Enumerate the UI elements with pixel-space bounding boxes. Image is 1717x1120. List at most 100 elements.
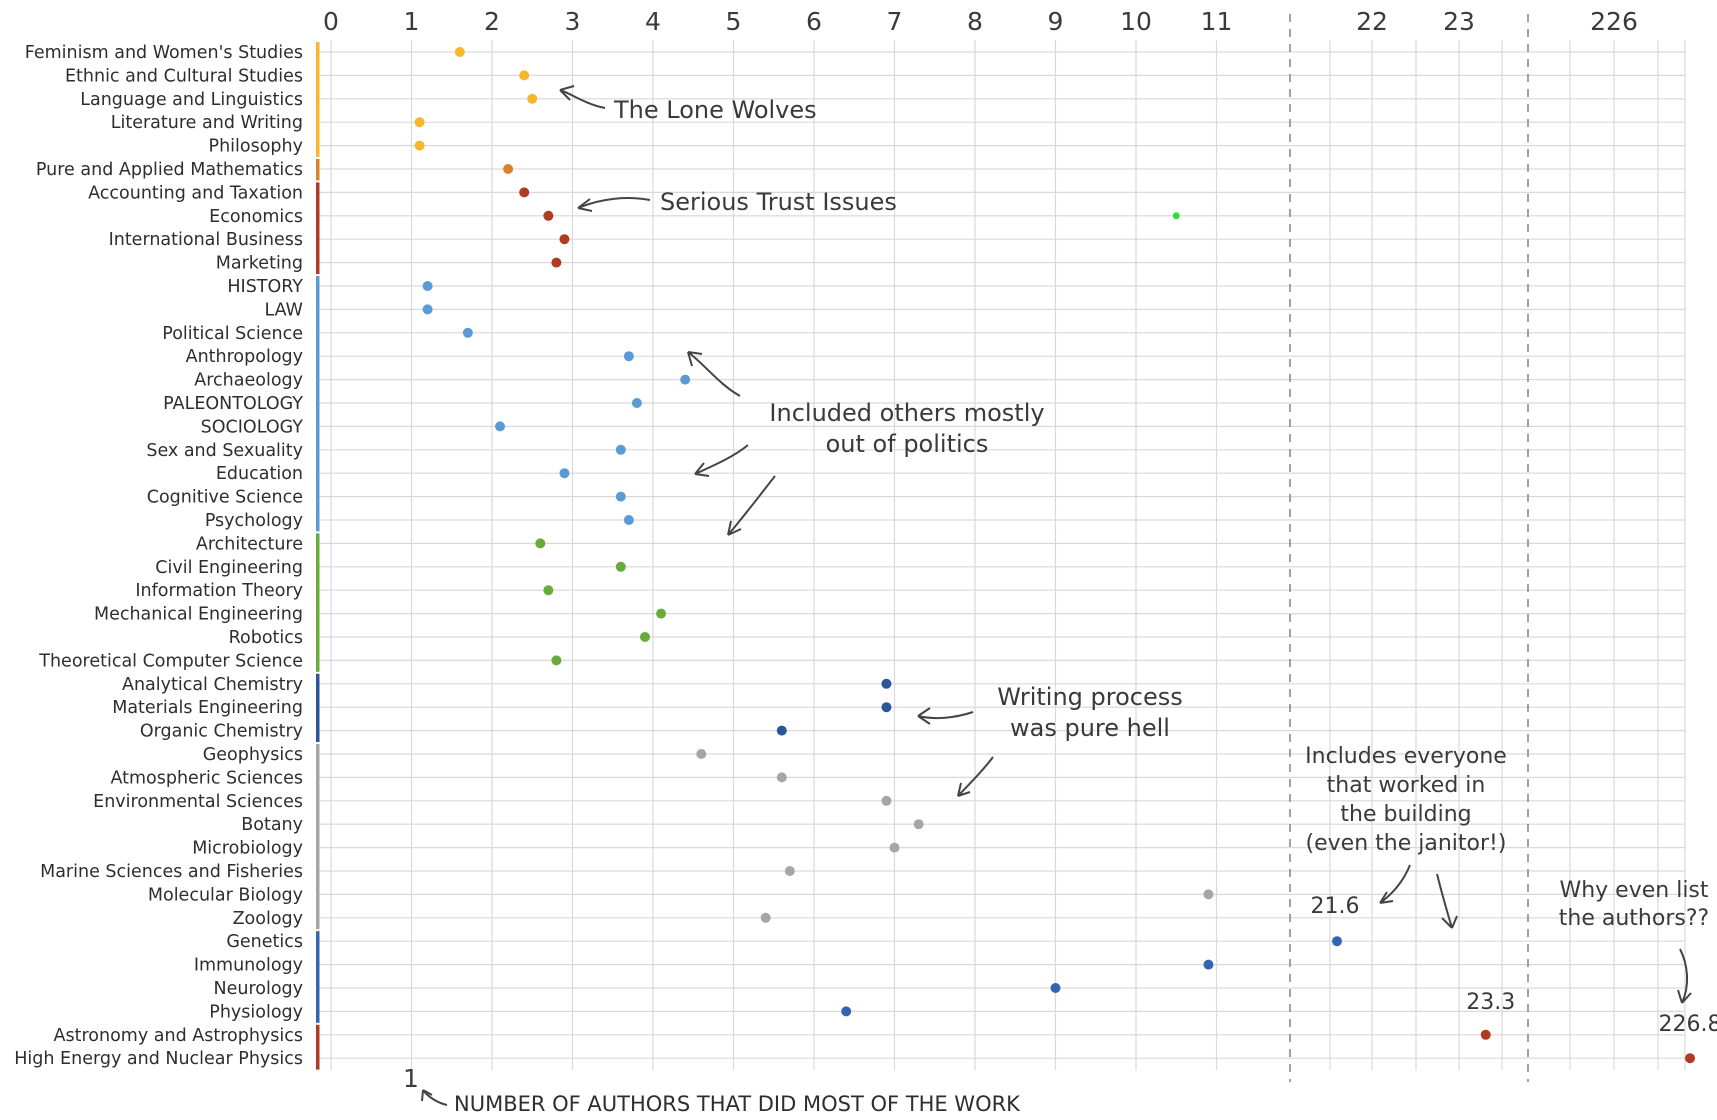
value-label-genetics: 21.6 <box>1311 894 1360 919</box>
annotations: The Lone Wolves Serious Trust Issues Inclu… <box>421 85 1709 1106</box>
category-label-sociology: SOCIOLOGY <box>201 417 304 437</box>
annotation-arrow-1 <box>559 85 606 109</box>
annotation-arrow-6 <box>917 707 974 725</box>
point-robotics <box>639 632 650 642</box>
category-label-archaeology: Archaeology <box>194 371 303 391</box>
category-label-cognitive-science: Cognitive Science <box>147 488 303 508</box>
point-theoretical-computer-science <box>551 655 562 666</box>
category-label-theoretical-computer-science: Theoretical Computer Science <box>38 651 303 671</box>
category-label-high-energy-and-nuclear-physics: High Energy and Nuclear Physics <box>14 1049 303 1069</box>
x-tick-label: 8 <box>967 7 983 36</box>
point-literature-and-writing <box>414 117 425 128</box>
category-label-neurology: Neurology <box>214 979 304 999</box>
category-label-international-business: International Business <box>109 230 303 250</box>
point-economics <box>543 210 554 221</box>
category-label-architecture: Architecture <box>196 534 303 554</box>
category-label-robotics: Robotics <box>229 628 303 648</box>
point-cognitive-science <box>615 491 626 502</box>
point-international-business <box>559 234 570 245</box>
category-label-astronomy-and-astrophysics: Astronomy and Astrophysics <box>54 1026 303 1046</box>
category-label-psychology: Psychology <box>205 511 303 531</box>
annotation-1-line-1: The Lone Wolves <box>613 96 817 124</box>
annotation-3-line-2: out of politics <box>826 430 989 458</box>
category-label-pure-and-applied-mathematics: Pure and Applied Mathematics <box>36 160 303 180</box>
x-tick-label: 23 <box>1443 7 1475 36</box>
group-bar-humanities <box>316 42 320 157</box>
point-genetics <box>1332 936 1342 947</box>
annotation-arrow-3 <box>687 351 741 397</box>
category-label-civil-engineering: Civil Engineering <box>155 558 303 578</box>
category-label-philosophy: Philosophy <box>209 137 303 157</box>
annotation-arrow-5 <box>727 475 776 536</box>
x-axis-label-group: 1 NUMBER OF AUTHORS THAT DID MOST OF THE … <box>403 1064 1021 1116</box>
x-tick-label: 9 <box>1048 7 1064 36</box>
point-accounting-and-taxation <box>519 187 530 198</box>
category-label-literature-and-writing: Literature and Writing <box>111 113 303 133</box>
annotation-6-line-1: Why even list <box>1559 878 1708 903</box>
category-label-environmental-sciences: Environmental Sciences <box>93 792 303 812</box>
group-bar-business <box>316 182 320 274</box>
point-mechanical-engineering <box>656 608 667 619</box>
x-tick-label: 2 <box>484 7 500 36</box>
category-label-language-and-linguistics: Language and Linguistics <box>80 90 303 110</box>
category-label-feminism-and-women-s-studies: Feminism and Women's Studies <box>25 43 303 63</box>
x-tick-label: 226 <box>1590 7 1638 36</box>
group-bars <box>316 42 320 1070</box>
x-tick-label: 4 <box>645 7 661 36</box>
x-tick-label: 22 <box>1356 7 1388 36</box>
point-education <box>559 468 570 479</box>
category-label-ethnic-and-cultural-studies: Ethnic and Cultural Studies <box>65 66 303 86</box>
category-label-law: LAW <box>265 300 303 320</box>
annotation-arrow-8 <box>1379 864 1411 904</box>
annotation-5-line-2: that worked in <box>1327 773 1486 798</box>
annotation-arrow-7 <box>957 756 994 797</box>
category-label-sex-and-sexuality: Sex and Sexuality <box>146 441 303 461</box>
point-architecture <box>535 538 546 549</box>
group-bar-math <box>316 159 320 181</box>
x-tick-label: 11 <box>1201 7 1233 36</box>
point-ethnic-and-cultural-studies <box>519 70 530 81</box>
category-label-marketing: Marketing <box>216 254 303 274</box>
point-history <box>422 281 433 291</box>
category-label-organic-chemistry: Organic Chemistry <box>140 722 303 742</box>
category-label-microbiology: Microbiology <box>192 839 303 859</box>
point-environmental-sciences <box>881 795 892 806</box>
group-bar-engineering <box>316 533 320 672</box>
x-tick-label: 5 <box>726 7 742 36</box>
category-label-materials-engineering: Materials Engineering <box>112 698 303 718</box>
point-psychology <box>623 515 634 525</box>
point-marine-sciences-and-fisheries <box>784 866 795 876</box>
category-label-genetics: Genetics <box>226 932 303 952</box>
x-ticks: 0 1 2 3 4 5 6 7 8 9 10 11 22 23 226 <box>323 7 1638 36</box>
annotation-5-line-1: Includes everyone <box>1305 744 1507 769</box>
point-feminism-and-women-s-studies <box>454 47 465 57</box>
grid <box>318 14 1686 1082</box>
category-label-geophysics: Geophysics <box>203 745 303 765</box>
category-label-information-theory: Information Theory <box>135 581 303 601</box>
point-organic-chemistry <box>776 725 787 736</box>
point-paleontology <box>631 398 642 408</box>
category-label-marine-sciences-and-fisheries: Marine Sciences and Fisheries <box>40 862 303 882</box>
group-bar-chemistry <box>316 673 320 742</box>
annotation-5-line-3: the building <box>1340 802 1471 827</box>
category-label-mechanical-engineering: Mechanical Engineering <box>94 605 303 625</box>
category-label-anthropology: Anthropology <box>186 347 303 367</box>
annotation-4-line-1: Writing process <box>997 683 1183 711</box>
point-immunology <box>1203 959 1214 970</box>
point-astronomy-and-astrophysics <box>1480 1029 1491 1040</box>
category-label-immunology: Immunology <box>194 956 303 976</box>
x-tick-label: 7 <box>887 7 903 36</box>
point-law <box>422 304 433 315</box>
point-zoology <box>760 912 771 923</box>
x-tick-label: 3 <box>565 7 581 36</box>
value-labels: 21.6 23.3 226.8 <box>1311 894 1717 1037</box>
point-marketing <box>551 257 562 268</box>
point-high-energy-and-nuclear-physics <box>1685 1053 1695 1064</box>
point-molecular-biology <box>1203 889 1214 900</box>
point-botany <box>913 819 924 830</box>
point-philosophy <box>414 140 425 151</box>
point-anthropology <box>623 351 634 362</box>
point-analytical-chemistry <box>881 678 892 689</box>
value-label-high-energy-and-nuclear-physics: 226.8 <box>1659 1012 1717 1037</box>
